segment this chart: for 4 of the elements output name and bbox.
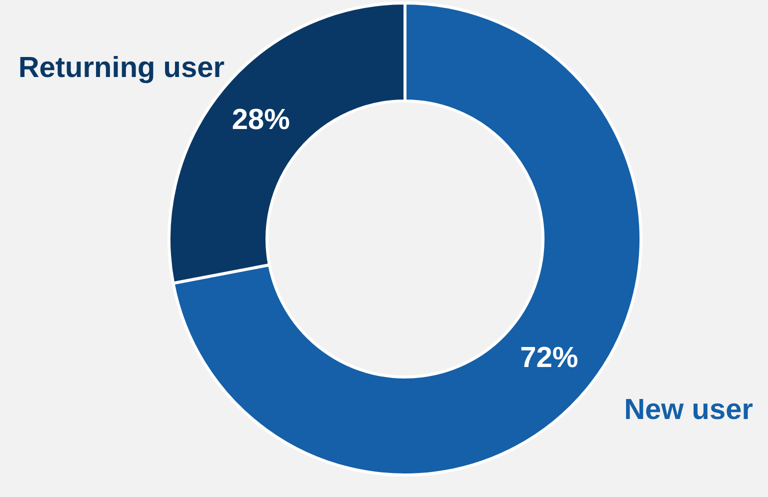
data-label: 72% xyxy=(520,342,578,374)
data-label: 28% xyxy=(232,104,290,136)
slice-label: Returning user xyxy=(18,52,225,84)
slice-label: New user xyxy=(624,394,754,426)
